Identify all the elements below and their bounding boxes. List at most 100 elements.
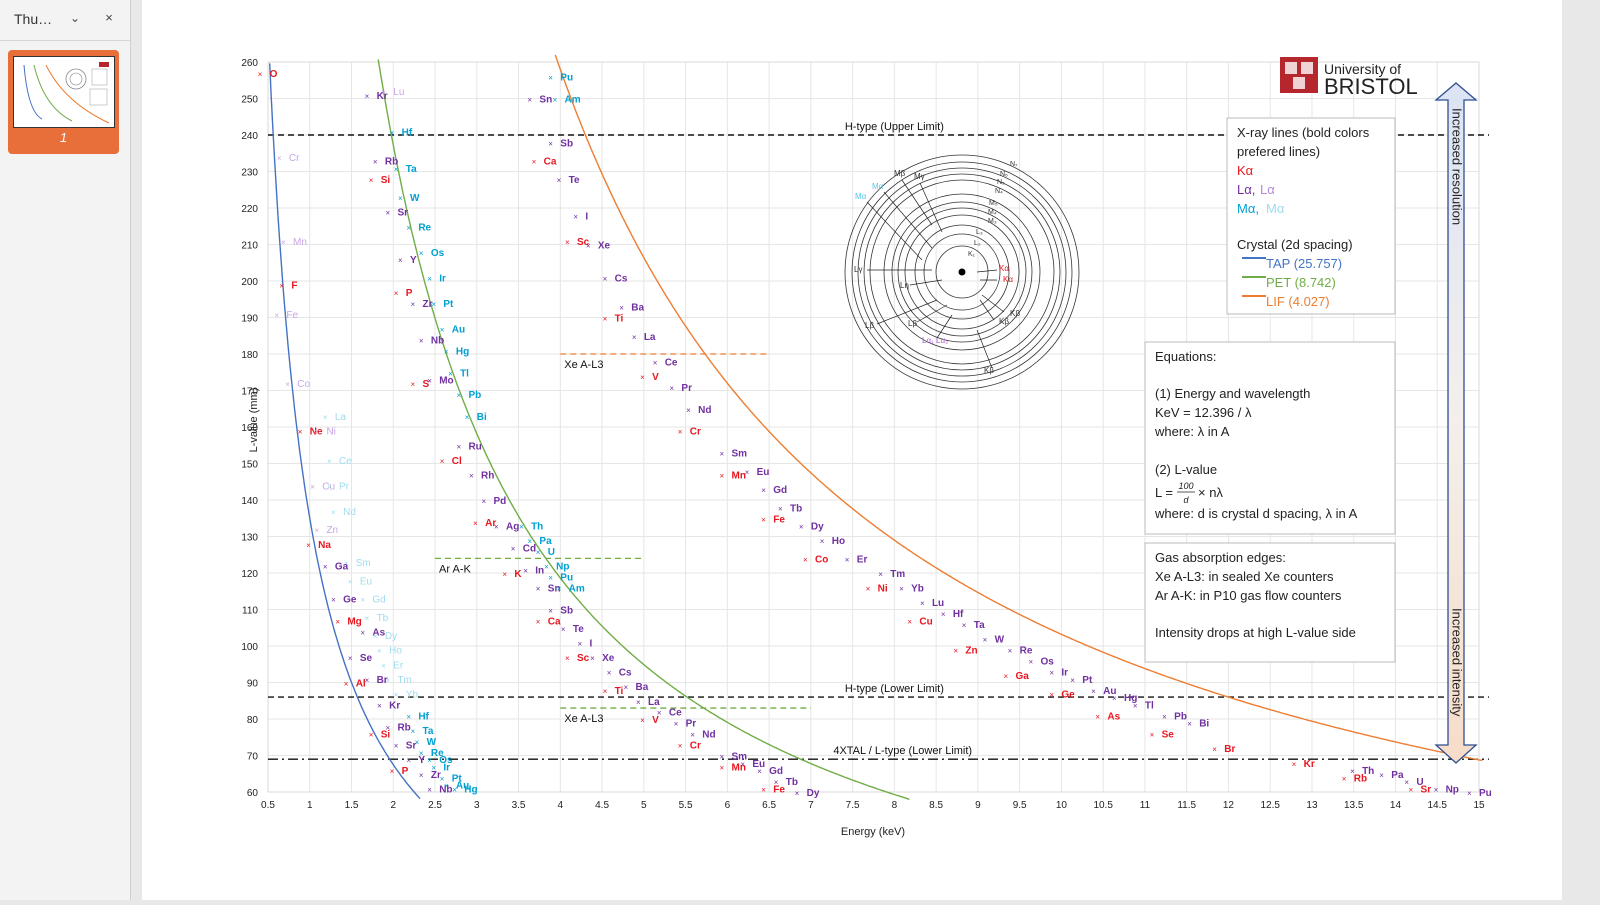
element-label: Rb	[385, 157, 398, 168]
arrow-bottom-label: Increased intensity	[1450, 608, 1465, 717]
element-label: Zn	[326, 525, 338, 536]
y-tick-label: 260	[241, 58, 258, 69]
element-label: Pb	[468, 390, 481, 401]
x-tick-label: 3	[474, 800, 480, 811]
y-tick-label: 180	[241, 350, 258, 361]
transition-arrow	[976, 269, 998, 273]
data-point-marker: ×	[381, 88, 386, 97]
data-point-marker: ×	[669, 384, 674, 393]
element-label: Gd	[773, 485, 787, 496]
data-point-marker: ×	[381, 661, 386, 670]
data-point-marker: ×	[603, 687, 608, 696]
element-label: Sc	[577, 237, 590, 248]
element-label: Sn	[539, 95, 552, 106]
transition-line-label: Mβ	[894, 169, 906, 178]
data-point-marker: ×	[365, 676, 370, 685]
data-point-marker: ×	[448, 369, 453, 378]
x-tick-label: 11.5	[1177, 800, 1196, 811]
data-point-marker: ×	[607, 669, 612, 678]
page-thumbnail[interactable]: 1	[8, 50, 119, 154]
data-point-marker: ×	[720, 763, 725, 772]
element-label: Cr	[690, 741, 701, 752]
element-label: In	[535, 565, 544, 576]
data-point-marker: ×	[640, 373, 645, 382]
transition-line-label: Lβ	[865, 321, 874, 330]
y-tick-label: 100	[241, 642, 258, 653]
element-label: U	[1416, 777, 1423, 788]
element-label: Fe	[286, 310, 298, 321]
close-icon[interactable]: ×	[105, 10, 113, 25]
shell-label: K₁	[968, 251, 976, 258]
data-point-marker: ×	[377, 647, 382, 656]
data-point-marker: ×	[686, 406, 691, 415]
transition-line-label: Kβ	[999, 317, 1009, 326]
shell-label: M₄	[988, 209, 997, 216]
x-tick-label: 5.5	[679, 800, 693, 811]
data-point-marker: ×	[953, 647, 958, 656]
data-point-marker: ×	[720, 471, 725, 480]
element-label: Pt	[1082, 675, 1093, 686]
element-label: Os	[1041, 657, 1055, 668]
element-label: Sc	[577, 653, 590, 664]
y-tick-label: 240	[241, 131, 258, 142]
transition-line-label: Mα	[872, 182, 884, 191]
element-label: Dy	[807, 788, 820, 799]
eq1-where: where: λ in A	[1154, 424, 1230, 439]
shell-circle	[883, 193, 1041, 351]
element-label: Os	[439, 755, 453, 766]
data-point-marker: ×	[745, 468, 750, 477]
eq2-prefix: L =	[1155, 485, 1173, 500]
element-label: Bi	[1199, 719, 1209, 730]
transition-line-label: Kβ	[984, 366, 994, 375]
element-label: Kr	[377, 91, 388, 102]
element-label: La	[335, 412, 347, 423]
data-point-marker: ×	[1049, 690, 1054, 699]
data-point-marker: ×	[314, 526, 319, 535]
element-label: Pu	[560, 573, 573, 584]
data-point-marker: ×	[427, 756, 432, 765]
data-point-marker: ×	[314, 428, 319, 437]
element-label: S	[423, 379, 430, 390]
element-label: Ho	[832, 536, 845, 547]
y-tick-label: 70	[247, 752, 259, 763]
data-point-marker: ×	[1212, 745, 1217, 754]
element-label: Hf	[953, 609, 964, 620]
reference-line-label: 4XTAL / L-type (Lower Limit)	[833, 745, 972, 757]
vertical-scrollbar[interactable]	[1585, 0, 1600, 900]
element-label: Pr	[681, 383, 692, 394]
data-point-marker: ×	[690, 731, 695, 740]
data-point-marker: ×	[1003, 672, 1008, 681]
data-point-marker: ×	[1095, 712, 1100, 721]
element-label: V	[652, 372, 659, 383]
data-point-marker: ×	[365, 614, 370, 623]
data-point-marker: ×	[440, 325, 445, 334]
data-point-marker: ×	[632, 333, 637, 342]
shell-circle	[891, 201, 1033, 343]
data-point-marker: ×	[444, 782, 449, 791]
shell-label: N₇	[1010, 161, 1018, 168]
data-point-marker: ×	[795, 789, 800, 798]
data-point-marker: ×	[740, 760, 745, 769]
data-point-marker: ×	[557, 585, 562, 594]
data-point-marker: ×	[1292, 760, 1297, 769]
shell-circle	[914, 224, 1010, 320]
data-point-marker: ×	[557, 176, 562, 185]
x-tick-label: 2.5	[428, 800, 442, 811]
shell-circle	[844, 154, 1080, 390]
eq2-denominator: d	[1183, 495, 1189, 505]
element-label: Pr	[339, 481, 350, 492]
university-logo: University of BRISTOL	[1280, 57, 1418, 99]
element-label: Ru	[468, 441, 481, 452]
x-tick-label: 13.5	[1344, 800, 1364, 811]
shell-label: L₂	[974, 240, 981, 247]
data-point-marker: ×	[335, 617, 340, 626]
y-tick-label: 150	[241, 460, 258, 471]
element-label: Ba	[631, 303, 644, 314]
equations-title: Equations:	[1155, 349, 1216, 364]
data-point-marker: ×	[456, 391, 461, 400]
data-point-marker: ×	[640, 716, 645, 725]
chevron-down-icon[interactable]: ⌄	[69, 11, 81, 25]
data-point-marker: ×	[552, 96, 557, 105]
data-point-marker: ×	[1342, 774, 1347, 783]
transition-arrow	[916, 304, 948, 323]
